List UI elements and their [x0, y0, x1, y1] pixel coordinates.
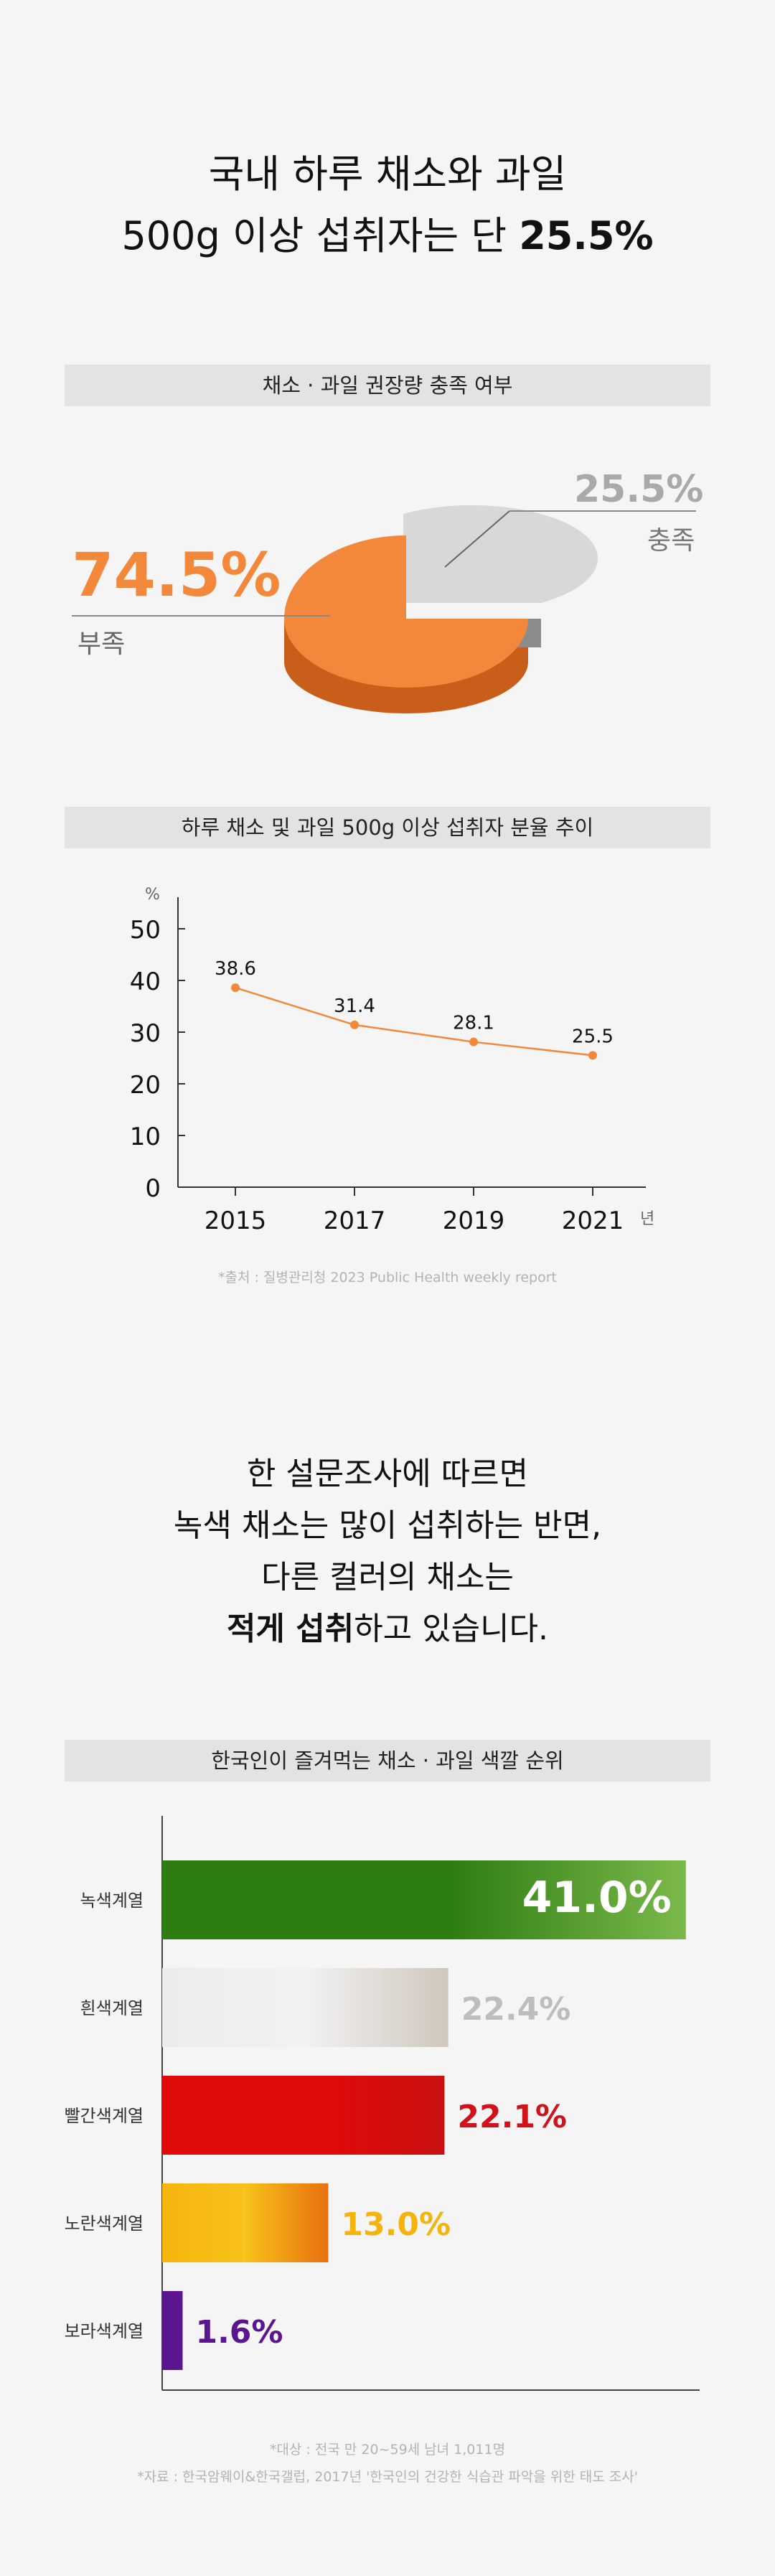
bars-note-source: *자료 : 한국암웨이&한국갤럽, 2017년 '한국인의 건강한 식습관 파악…: [137, 2469, 638, 2485]
line-data-label: 28.1: [453, 1013, 494, 1034]
mid-line4: 적게 섭취하고 있습니다.: [0, 1603, 775, 1655]
pie-label-met: 충족: [647, 526, 695, 556]
line-series: [235, 986, 593, 1057]
line-data-label: 31.4: [334, 996, 375, 1017]
bar-value-label: 13.0%: [341, 2206, 451, 2243]
pie-slice-met: [403, 505, 598, 603]
pie-value-shortfall: 74.5%: [72, 540, 281, 610]
line-y-tick-label: 10: [130, 1123, 161, 1151]
mid-text: 한 설문조사에 따르면 녹색 채소는 많이 섭취하는 반면, 다른 컬러의 채소…: [0, 1448, 775, 1655]
line-point: [231, 983, 240, 993]
line-x-tick-label: 2021: [562, 1207, 624, 1235]
pie-value-met: 25.5%: [574, 468, 704, 511]
line-x-unit: 년: [640, 1210, 655, 1228]
bar-value-label: 22.1%: [457, 2099, 567, 2135]
bar-value-label: 22.4%: [461, 1991, 571, 2028]
mid-line1: 한 설문조사에 따르면: [246, 1456, 529, 1492]
pie-slice-side-shortfall: [284, 619, 528, 713]
section-title-bars: 한국인이 즐겨먹는 채소 · 과일 색깔 순위: [65, 1740, 710, 1781]
mid-line4-bold: 적게 섭취: [226, 1611, 354, 1647]
pie-chart: [72, 505, 696, 713]
line-y-tick-label: 50: [130, 916, 161, 945]
line-point: [469, 1037, 478, 1046]
line-point: [350, 1020, 359, 1029]
section-title-line: 하루 채소 및 과일 500g 이상 섭취자 분율 추이: [65, 807, 710, 848]
bar-1: [162, 1860, 686, 1939]
mid-line4-rest: 하고 있습니다.: [354, 1611, 549, 1647]
line-x-tick-label: 2015: [205, 1207, 267, 1235]
line-y-tick-label: 30: [130, 1019, 161, 1048]
line-point: [588, 1051, 597, 1060]
mid-line3: 다른 컬러의 채소는: [261, 1559, 514, 1596]
line-y-unit: %: [145, 886, 160, 904]
bar-3: [162, 2076, 445, 2155]
bar-category-label: 녹색계열: [80, 1891, 144, 1911]
pie-leader-met: [444, 510, 510, 568]
bar-chart: 녹색계열 41.0% 흰색계열 22.4% 빨간색계열 22.1% 노란색계열 13.0% 보라…: [65, 1816, 700, 2391]
headline-line2-prefix: 500g 이상 섭취자는 단: [121, 213, 520, 258]
pie-slice-shortfall: [284, 535, 528, 688]
line-chart: 50 40 30 20 10 0 38.6 2015 31.4 2017 28.1 2019 25.5 2…: [130, 897, 646, 1235]
line-y-tick-label: 0: [145, 1174, 161, 1203]
line-x-tick-label: 2019: [443, 1207, 505, 1235]
bar-4: [162, 2183, 329, 2262]
headline: 국내 하루 채소와 과일 500g 이상 섭취자는 단 25.5%: [0, 144, 775, 267]
bar-category-label: 노란색계열: [65, 2214, 144, 2234]
line-data-label: 38.6: [215, 958, 256, 980]
line-x-tick-label: 2017: [324, 1207, 386, 1235]
line-data-label: 25.5: [572, 1026, 614, 1047]
headline-line2: 500g 이상 섭취자는 단 25.5%: [0, 205, 775, 267]
headline-line2-bold: 25.5%: [519, 213, 654, 258]
bars-note-target: *대상 : 전국 만 20~59세 남녀 1,011명: [269, 2442, 506, 2458]
headline-line1: 국내 하루 채소와 과일: [208, 151, 567, 197]
line-y-tick-label: 20: [130, 1071, 161, 1100]
bar-category-label: 흰색계열: [80, 1998, 144, 2018]
line-source: *출처 : 질병관리청 2023 Public Health weekly re…: [218, 1270, 557, 1285]
bar-2: [162, 1968, 448, 2047]
line-y-tick-label: 40: [130, 968, 161, 996]
bar-5: [162, 2291, 183, 2370]
bar-value-label: 41.0%: [522, 1873, 672, 1923]
section-title-pie: 채소 · 과일 권장량 충족 여부: [65, 365, 710, 406]
bar-category-label: 보라색계열: [65, 2321, 144, 2341]
bar-category-label: 빨간색계열: [65, 2106, 144, 2126]
mid-line2: 녹색 채소는 많이 섭취하는 반면,: [173, 1507, 602, 1544]
pie-label-shortfall: 부족: [78, 629, 126, 659]
bar-value-label: 1.6%: [195, 2314, 283, 2351]
